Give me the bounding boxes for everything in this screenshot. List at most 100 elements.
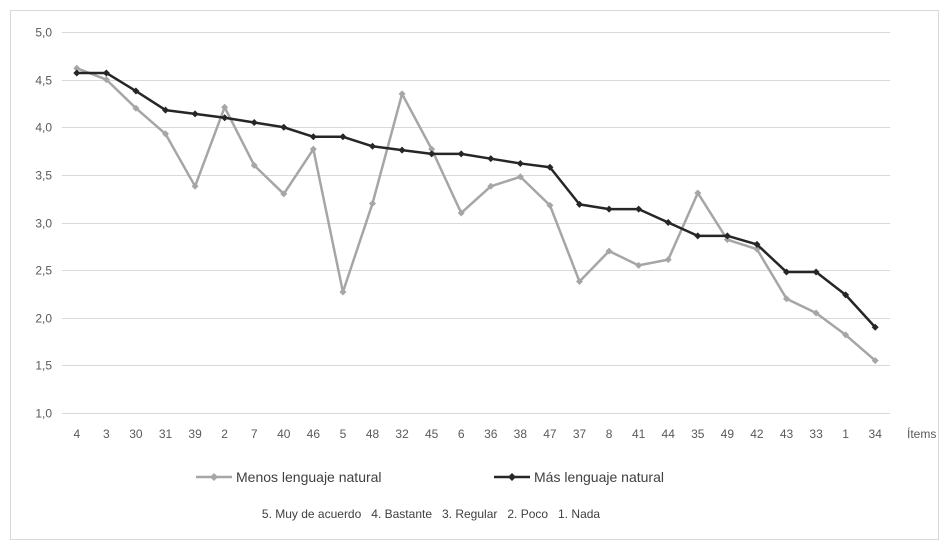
y-tick-label: 2,5 xyxy=(35,264,52,278)
data-point xyxy=(694,189,702,197)
legend-label: Menos lenguaje natural xyxy=(236,469,382,485)
x-tick-label: 47 xyxy=(543,427,557,441)
data-point xyxy=(73,69,81,77)
scale-note: 5. Muy de acuerdo 4. Bastante 3. Regular… xyxy=(262,507,601,521)
data-point xyxy=(664,256,672,264)
x-tick-label: 48 xyxy=(366,427,380,441)
data-point xyxy=(132,87,140,95)
data-point xyxy=(842,291,850,299)
series-group xyxy=(73,64,879,365)
x-tick-label: 38 xyxy=(514,427,528,441)
y-tick-label: 3,0 xyxy=(35,217,52,231)
data-point xyxy=(871,323,879,331)
x-tick-label: 7 xyxy=(251,427,258,441)
data-point xyxy=(369,199,376,207)
data-point xyxy=(369,142,376,150)
chart-frame xyxy=(10,10,939,540)
x-tick-label: 43 xyxy=(780,427,794,441)
data-point xyxy=(576,200,583,208)
data-point xyxy=(73,64,81,72)
legend-label: Más lenguaje natural xyxy=(534,469,664,485)
data-point xyxy=(428,145,436,153)
data-point xyxy=(546,163,554,171)
data-point xyxy=(812,268,820,276)
x-tick-label: 39 xyxy=(188,427,202,441)
data-point xyxy=(191,110,199,118)
x-tick-label: 45 xyxy=(425,427,439,441)
data-point xyxy=(487,155,495,163)
x-tick-label: 31 xyxy=(159,427,173,441)
grid-lines xyxy=(62,32,890,414)
data-point xyxy=(221,114,229,122)
x-tick-label: 40 xyxy=(277,427,291,441)
x-tick-label: 35 xyxy=(691,427,705,441)
x-tick-label: 2 xyxy=(221,427,228,441)
data-point xyxy=(250,118,258,126)
data-point xyxy=(783,268,790,276)
data-point xyxy=(516,173,524,181)
data-point xyxy=(546,201,554,209)
data-point xyxy=(280,190,288,198)
x-tick-label: 44 xyxy=(662,427,676,441)
x-tick-label: 5 xyxy=(340,427,347,441)
data-point xyxy=(102,76,110,84)
data-point xyxy=(723,236,731,244)
y-tick-label: 1,5 xyxy=(35,359,52,373)
x-tick-label: 49 xyxy=(721,427,735,441)
x-tick-label: 34 xyxy=(869,427,883,441)
data-point xyxy=(398,90,406,98)
data-point xyxy=(191,182,199,190)
x-tick-label: 8 xyxy=(606,427,613,441)
data-point xyxy=(576,278,583,286)
data-point xyxy=(221,103,229,111)
data-point xyxy=(635,261,643,269)
y-tick-label: 4,5 xyxy=(35,74,52,88)
x-tick-label: 33 xyxy=(809,427,823,441)
data-point xyxy=(132,104,140,112)
data-point xyxy=(694,232,702,240)
y-tick-label: 4,0 xyxy=(35,121,52,135)
y-tick-label: 2,0 xyxy=(35,312,52,326)
data-point xyxy=(162,130,169,138)
data-point xyxy=(398,146,406,154)
data-point xyxy=(723,232,731,240)
x-tick-label: 41 xyxy=(632,427,646,441)
legend-marker xyxy=(508,473,516,481)
legend-marker xyxy=(210,473,218,481)
x-tick-label: 3 xyxy=(103,427,110,441)
data-point xyxy=(516,159,524,167)
x-tick-label: 42 xyxy=(750,427,764,441)
y-axis-ticks: 1,0 1,5 2,0 2,5 3,0 3,5 4,0 4,5 5,0 xyxy=(35,26,52,421)
data-point xyxy=(635,205,643,213)
data-point xyxy=(102,69,110,77)
x-axis-ticks: 4 3 30 31 39 2 7 40 46 5 48 32 45 6 36 38 47 37 8 41 44 35 49 4… xyxy=(73,427,882,441)
data-point xyxy=(457,209,465,217)
x-tick-label: 6 xyxy=(458,427,465,441)
data-point xyxy=(250,161,258,169)
data-point xyxy=(280,123,288,131)
legend: Menos lenguaje natural Más lenguaje natur… xyxy=(196,469,664,485)
x-axis-label: Ítems xyxy=(907,426,936,441)
data-point xyxy=(309,133,317,141)
data-point xyxy=(605,247,613,255)
series-line xyxy=(76,71,877,329)
data-point xyxy=(783,295,790,303)
data-point xyxy=(309,145,317,153)
data-point xyxy=(339,133,347,141)
x-tick-label: 4 xyxy=(73,427,80,441)
data-point xyxy=(664,219,672,226)
series-line xyxy=(76,67,877,362)
x-tick-label: 30 xyxy=(129,427,143,441)
data-point xyxy=(812,309,820,317)
x-tick-label: 46 xyxy=(307,427,321,441)
x-tick-label: 32 xyxy=(395,427,409,441)
data-point xyxy=(871,357,879,365)
x-tick-label: 37 xyxy=(573,427,587,441)
data-point xyxy=(428,150,436,158)
data-point xyxy=(339,288,347,296)
data-point xyxy=(487,182,495,190)
data-point xyxy=(605,205,613,213)
y-tick-label: 3,5 xyxy=(35,169,52,183)
y-tick-label: 5,0 xyxy=(35,26,52,40)
